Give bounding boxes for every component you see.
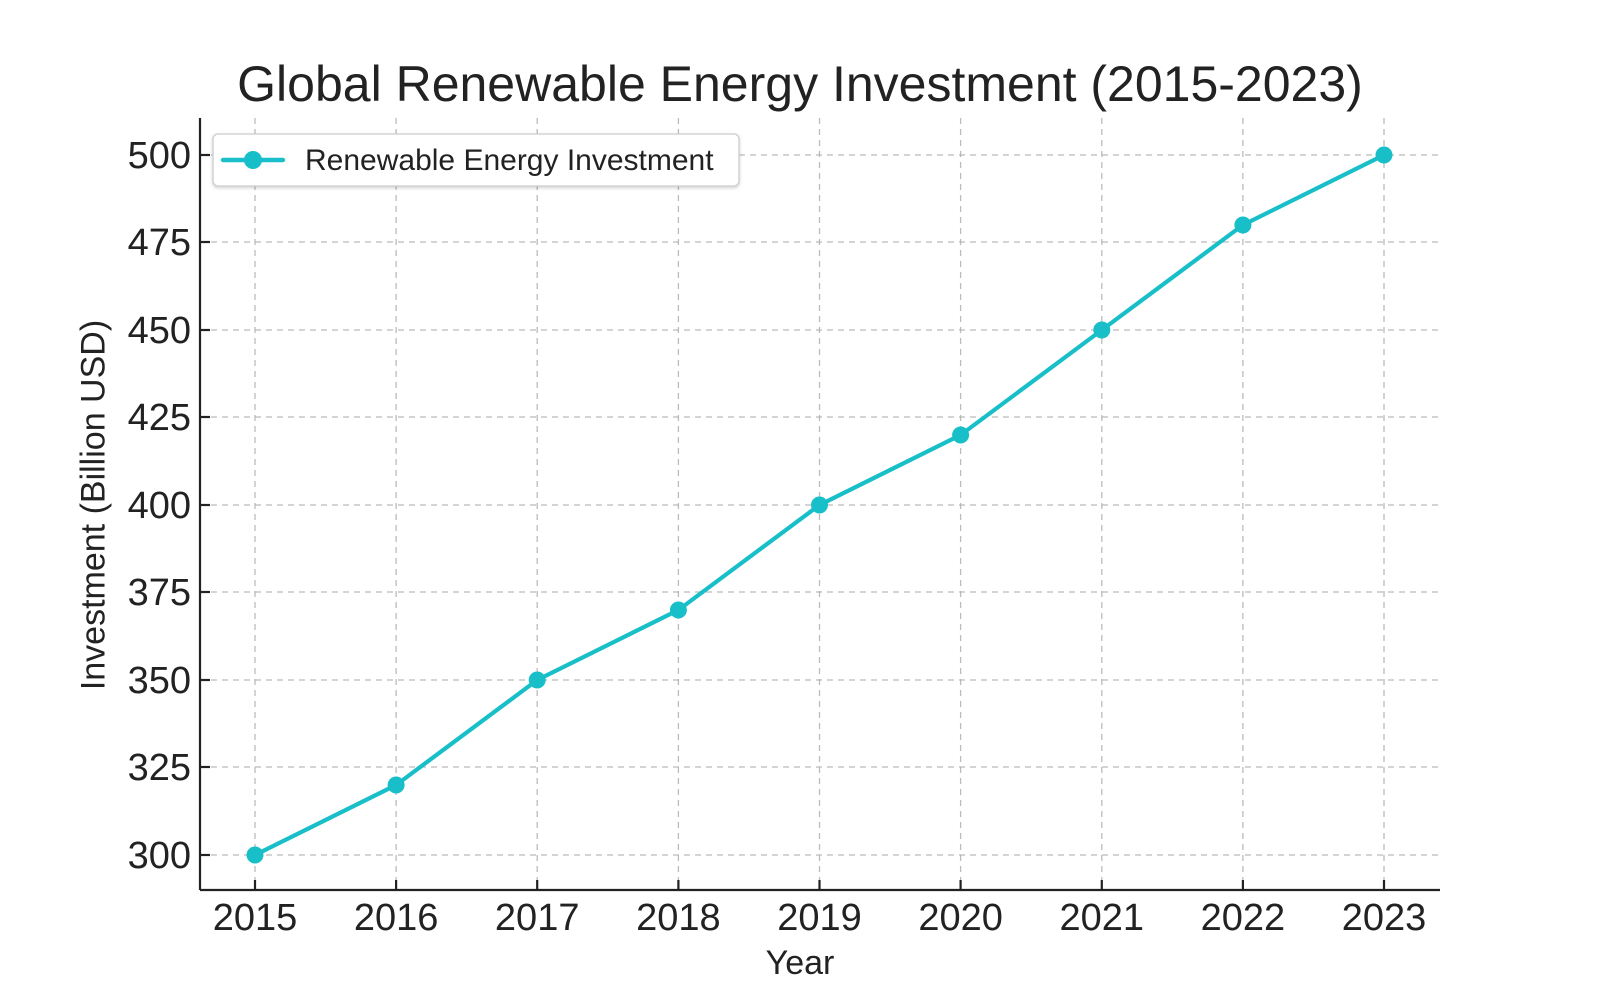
- svg-text:2021: 2021: [1060, 897, 1145, 939]
- svg-text:Renewable Energy Investment: Renewable Energy Investment: [305, 144, 714, 177]
- svg-text:2023: 2023: [1342, 897, 1427, 939]
- svg-text:300: 300: [128, 835, 191, 877]
- svg-text:2018: 2018: [636, 897, 721, 939]
- svg-text:450: 450: [128, 310, 191, 352]
- svg-text:500: 500: [128, 135, 191, 177]
- svg-text:475: 475: [128, 222, 191, 264]
- svg-text:375: 375: [128, 572, 191, 614]
- svg-text:2019: 2019: [777, 897, 862, 939]
- svg-text:325: 325: [128, 747, 191, 789]
- svg-text:2016: 2016: [354, 897, 439, 939]
- svg-text:2015: 2015: [213, 897, 298, 939]
- svg-text:2022: 2022: [1201, 897, 1286, 939]
- svg-text:350: 350: [128, 660, 191, 702]
- svg-text:2017: 2017: [495, 897, 580, 939]
- svg-text:2020: 2020: [918, 897, 1003, 939]
- svg-text:400: 400: [128, 485, 191, 527]
- svg-text:425: 425: [128, 397, 191, 439]
